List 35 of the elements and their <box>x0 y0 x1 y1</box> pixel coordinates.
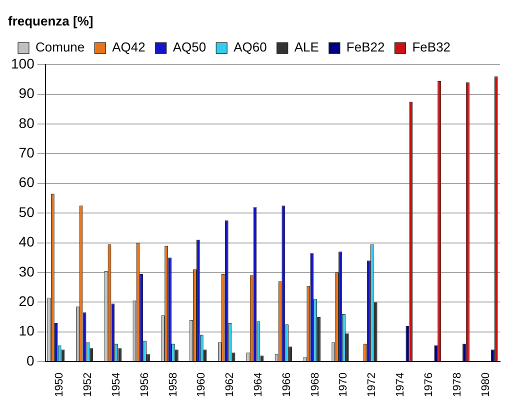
legend-label: ALE <box>294 40 320 55</box>
x-tick-label: 1968 <box>309 372 322 398</box>
x-tick-label: 1970 <box>338 372 350 398</box>
y-tick-label: 90 <box>18 85 35 102</box>
y-tick-label: 10 <box>18 322 35 339</box>
x-tick-label: 1950 <box>54 372 66 398</box>
y-tick-label: 0 <box>26 352 35 368</box>
y-tick-label: 60 <box>18 174 35 190</box>
y-tick-label: 100 <box>11 55 35 72</box>
x-tick-label: 1966 <box>280 372 293 398</box>
x-tick-label: 1974 <box>394 372 407 398</box>
legend-label: AQ50 <box>172 40 206 55</box>
x-tick-label: 1972 <box>366 372 378 398</box>
x-tick-label: 1952 <box>82 372 94 398</box>
y-tick-label: 40 <box>18 234 35 250</box>
y-axis-title: frequenza [%] <box>8 13 94 28</box>
y-tick-label: 50 <box>18 204 35 220</box>
x-tick-label: 1960 <box>196 372 208 398</box>
x-tick-label: 1954 <box>110 372 122 398</box>
legend-label: AQ42 <box>112 40 146 55</box>
legend-label: FeB22 <box>346 40 385 55</box>
y-tick-label: 20 <box>18 293 35 310</box>
x-tick-label: 1956 <box>138 372 151 398</box>
legend-label: FeB32 <box>412 40 451 55</box>
x-tick-label: 1958 <box>167 372 180 398</box>
y-tick-label: 80 <box>18 114 35 131</box>
x-tick-label: 1964 <box>252 372 265 398</box>
y-tick-label: 70 <box>18 144 35 161</box>
legend-label: Comune <box>36 40 85 55</box>
x-tick-label: 1978 <box>451 372 464 398</box>
legend-label: AQ60 <box>234 40 267 55</box>
x-tick-label: 1980 <box>480 372 492 398</box>
x-tick-label: 1976 <box>422 372 435 398</box>
x-tick-label: 1962 <box>224 372 236 398</box>
y-tick-label: 30 <box>18 263 35 280</box>
